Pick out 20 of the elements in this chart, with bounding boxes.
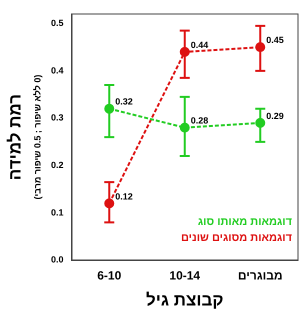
- y-axis-title: רמת למידה: [6, 94, 25, 180]
- data-label: 0.28: [190, 116, 208, 126]
- data-label: 0.12: [115, 191, 133, 202]
- y-tick-label: 0.0: [50, 254, 64, 265]
- data-label: 0.44: [190, 40, 208, 50]
- x-tick-label: מבוגרים: [238, 268, 283, 283]
- y-tick-label: 0.2: [50, 160, 64, 170]
- text: (0 ללא שיפור ; 0.5 שיפור מרבי): [32, 74, 42, 200]
- x-axis-title: קבוצת גיל: [146, 290, 224, 310]
- y-tick-label: 0.1: [50, 207, 64, 218]
- y-tick-label: 0.3: [50, 112, 64, 123]
- x-tick-label: 6-10: [97, 268, 122, 283]
- data-label: 0.29: [266, 110, 284, 121]
- text: דוגמאות מסוגים שונים: [180, 232, 293, 244]
- data-label: 0.45: [266, 35, 284, 46]
- data-label: 0.32: [115, 96, 133, 107]
- text: דוגמאות מאותו סוג: [198, 216, 293, 228]
- x-tick-label: 10-14: [169, 268, 200, 283]
- y-tick-label: 0.4: [50, 65, 64, 76]
- y-tick-label: 0.5: [50, 18, 64, 28]
